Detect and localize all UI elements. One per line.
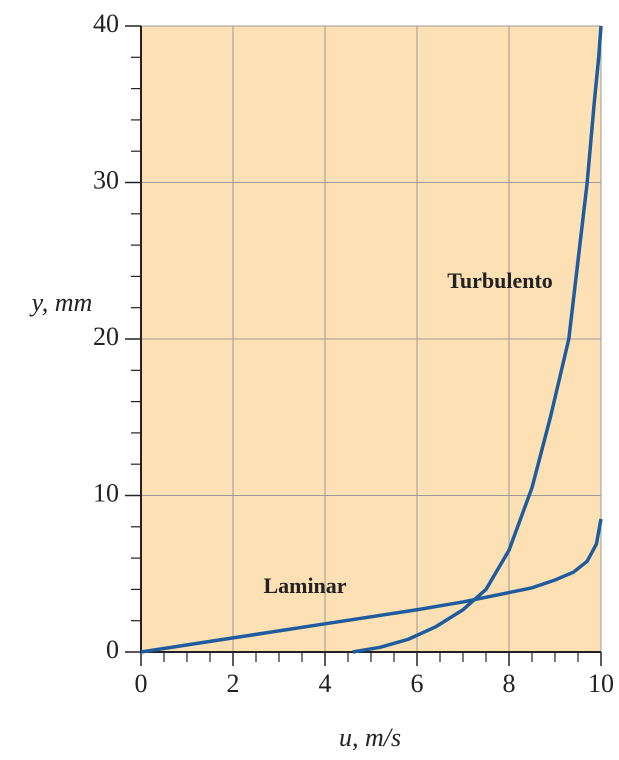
y-tick-label: 40 [93, 9, 119, 38]
x-tick-label: 6 [411, 669, 424, 698]
y-tick-label: 20 [93, 322, 119, 351]
series-label: Laminar [263, 573, 346, 598]
y-tick-label: 0 [106, 635, 119, 664]
x-tick-label: 0 [135, 669, 148, 698]
x-axis-label: u, m/s [339, 723, 401, 752]
y-axis-label: y, mm [29, 288, 93, 317]
line-series [352, 25, 603, 654]
x-tick-label: 10 [588, 669, 614, 698]
x-tick-label: 8 [503, 669, 516, 698]
line-series [140, 518, 603, 654]
series-label: Turbulento [447, 268, 553, 293]
x-tick-label: 2 [227, 669, 240, 698]
x-tick-label: 4 [319, 669, 332, 698]
y-tick-label: 10 [93, 478, 119, 507]
y-tick-label: 30 [93, 165, 119, 194]
